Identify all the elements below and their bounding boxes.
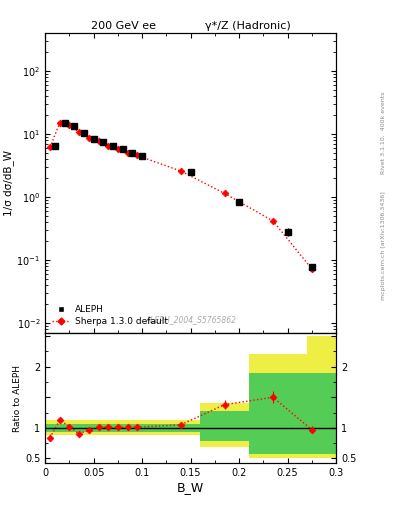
Y-axis label: 1/σ dσ/dB_W: 1/σ dσ/dB_W	[3, 150, 14, 216]
Text: Rivet 3.1.10,  400k events: Rivet 3.1.10, 400k events	[381, 92, 386, 175]
Text: mcplots.cern.ch [arXiv:1306.3436]: mcplots.cern.ch [arXiv:1306.3436]	[381, 191, 386, 300]
Title: 200 GeV ee              γ*/Z (Hadronic): 200 GeV ee γ*/Z (Hadronic)	[91, 21, 290, 31]
Legend: ALEPH, Sherpa 1.3.0 default: ALEPH, Sherpa 1.3.0 default	[50, 303, 171, 329]
Y-axis label: Ratio to ALEPH: Ratio to ALEPH	[13, 365, 22, 432]
X-axis label: B_W: B_W	[177, 481, 204, 494]
Text: ALEPH_2004_S5765862: ALEPH_2004_S5765862	[145, 315, 236, 324]
